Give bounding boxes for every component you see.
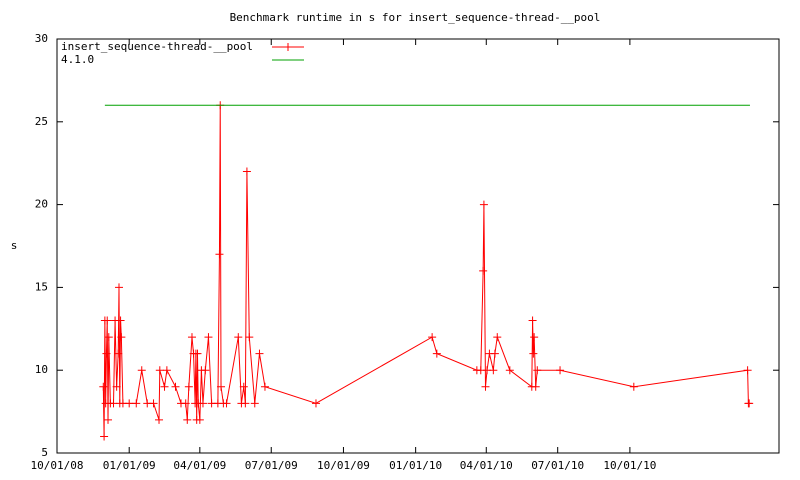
point-marker — [432, 349, 441, 358]
point-marker — [530, 333, 539, 342]
series-line — [102, 105, 750, 437]
x-tick-label: 04/01/10 — [460, 459, 513, 472]
x-tick-label: 01/01/10 — [389, 459, 442, 472]
x-tick-label: 10/01/08 — [31, 459, 84, 472]
point-marker — [155, 366, 164, 375]
point-marker — [103, 316, 112, 325]
point-marker — [116, 316, 125, 325]
point-marker — [745, 399, 754, 408]
y-axis-label: s — [11, 239, 18, 252]
point-marker — [241, 399, 250, 408]
point-marker — [490, 349, 499, 358]
y-tick-label: 30 — [35, 32, 48, 45]
x-tick-label: 01/01/09 — [103, 459, 156, 472]
y-tick-label: 20 — [35, 198, 48, 211]
point-marker — [428, 333, 437, 342]
point-marker — [528, 316, 537, 325]
x-tick-label: 07/01/10 — [531, 459, 584, 472]
point-marker — [222, 399, 231, 408]
point-marker — [629, 382, 638, 391]
plot-frame — [56, 38, 780, 454]
y-tick-label: 5 — [41, 446, 48, 459]
point-marker — [242, 167, 251, 176]
point-marker — [104, 333, 113, 342]
x-tick-label: 07/01/09 — [245, 459, 298, 472]
point-marker — [311, 399, 320, 408]
point-marker — [529, 349, 538, 358]
point-marker — [493, 333, 502, 342]
point-marker — [99, 382, 108, 391]
point-marker — [195, 415, 204, 424]
legend-label: 4.1.0 — [61, 53, 94, 66]
point-marker — [125, 399, 134, 408]
y-tick-label: 25 — [35, 115, 48, 128]
point-marker — [479, 200, 488, 209]
x-tick-label: 10/01/10 — [603, 459, 656, 472]
point-marker — [743, 366, 752, 375]
point-marker — [102, 349, 111, 358]
point-marker — [114, 349, 123, 358]
point-marker — [505, 366, 514, 375]
point-marker — [481, 382, 490, 391]
point-marker — [201, 366, 210, 375]
point-marker — [117, 333, 126, 342]
point-marker — [114, 283, 123, 292]
point-marker — [489, 366, 498, 375]
point-marker — [260, 382, 269, 391]
point-marker — [215, 250, 224, 259]
x-tick-label: 10/01/09 — [317, 459, 370, 472]
point-marker — [112, 382, 121, 391]
point-marker — [217, 382, 226, 391]
point-marker — [155, 415, 164, 424]
point-marker — [204, 333, 213, 342]
x-tick-label: 04/01/09 — [173, 459, 226, 472]
legend-marker — [284, 43, 292, 51]
chart-title: Benchmark runtime in s for insert_sequen… — [230, 11, 601, 24]
point-marker — [183, 415, 192, 424]
point-marker — [184, 382, 193, 391]
y-tick-label: 10 — [35, 363, 48, 376]
point-marker — [193, 349, 202, 358]
point-marker — [556, 366, 565, 375]
legend-label: insert_sequence-thread-__pool — [61, 40, 253, 53]
point-marker — [181, 399, 190, 408]
point-marker — [531, 382, 540, 391]
point-marker — [132, 399, 141, 408]
point-marker — [479, 266, 488, 275]
y-tick-label: 15 — [35, 280, 48, 293]
point-marker — [250, 399, 259, 408]
point-marker — [239, 382, 248, 391]
point-marker — [137, 366, 146, 375]
point-marker — [104, 415, 113, 424]
point-marker — [100, 432, 109, 441]
point-marker — [198, 399, 207, 408]
point-marker — [533, 366, 542, 375]
point-marker — [255, 349, 264, 358]
point-marker — [245, 333, 254, 342]
point-marker — [234, 333, 243, 342]
point-marker — [160, 382, 169, 391]
point-marker — [162, 366, 171, 375]
point-marker — [171, 382, 180, 391]
point-marker — [187, 333, 196, 342]
point-marker — [149, 399, 158, 408]
